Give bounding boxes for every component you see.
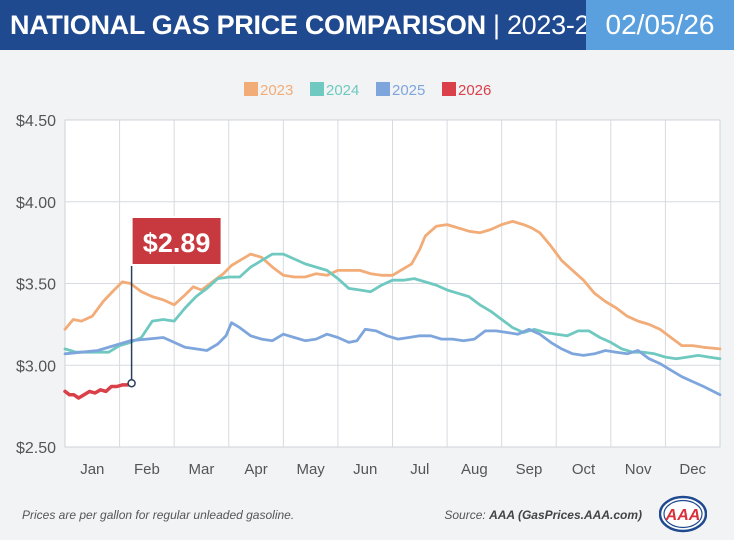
legend: 2023 2024 2025 2026 <box>244 82 491 99</box>
x-tick-label: Jun <box>353 461 377 478</box>
y-tick-label: $4.50 <box>16 113 56 130</box>
x-tick-label: Jan <box>80 461 104 478</box>
banner-title: NATIONAL GAS PRICE COMPARISON | 2023-202… <box>0 0 634 50</box>
y-tick-label: $3.00 <box>16 358 56 375</box>
x-tick-label: Dec <box>679 461 706 478</box>
y-tick-label: $4.00 <box>16 195 56 212</box>
y-axis: $2.50 $3.00 $3.50 $4.00 $4.50 <box>16 113 56 457</box>
banner-date: 02/05/26 <box>586 0 734 50</box>
x-tick-label: Oct <box>572 461 596 478</box>
title-separator: | <box>485 10 507 40</box>
price-callout: $2.89 <box>127 216 223 388</box>
x-tick-label: Jul <box>410 461 429 478</box>
banner: NATIONAL GAS PRICE COMPARISON | 2023-202… <box>0 0 734 50</box>
source-prefix: Source: <box>444 508 490 522</box>
x-tick-label: Apr <box>244 461 267 478</box>
series-line-2026 <box>63 381 134 400</box>
callout-label: $2.89 <box>143 228 211 258</box>
legend-swatch <box>310 82 324 96</box>
x-tick-label: Mar <box>189 461 215 478</box>
footnote: Prices are per gallon for regular unlead… <box>22 508 295 522</box>
x-axis: Jan Feb Mar Apr May Jun Jul Aug Sep Oct Nov Dec <box>80 461 706 478</box>
source-name: AAA (GasPrices.AAA.com) <box>489 508 642 522</box>
legend-swatch <box>376 82 390 96</box>
legend-swatch <box>442 82 456 96</box>
legend-swatch <box>244 82 258 96</box>
series-line-2023 <box>63 219 722 351</box>
series-lines <box>63 219 722 400</box>
x-tick-label: Aug <box>461 461 488 478</box>
legend-label: 2026 <box>458 82 491 99</box>
callout-point <box>127 378 136 388</box>
gas-price-chart: 2023 2024 2025 2026 $2.50 $3.00 $3.50 $4.00 $4.… <box>16 82 722 478</box>
x-tick-label: Nov <box>625 461 652 478</box>
legend-label: 2023 <box>260 82 293 99</box>
y-tick-label: $3.50 <box>16 277 56 294</box>
series-line-2025 <box>63 321 722 397</box>
logo-text: AAA <box>665 507 701 524</box>
date-text: 02/05/26 <box>605 9 715 40</box>
title-text: NATIONAL GAS PRICE COMPARISON <box>10 10 486 40</box>
legend-label: 2025 <box>392 82 425 99</box>
gridlines <box>65 120 720 447</box>
x-tick-label: Feb <box>134 461 160 478</box>
series-line-2024 <box>63 252 722 361</box>
legend-label: 2024 <box>326 82 359 99</box>
y-tick-label: $2.50 <box>16 440 56 457</box>
source-credit: Source: AAA (GasPrices.AAA.com) <box>444 508 642 522</box>
aaa-logo-icon: AAA <box>659 495 707 533</box>
x-tick-label: May <box>296 461 325 478</box>
x-tick-label: Sep <box>516 461 543 478</box>
callout-box <box>130 216 223 266</box>
